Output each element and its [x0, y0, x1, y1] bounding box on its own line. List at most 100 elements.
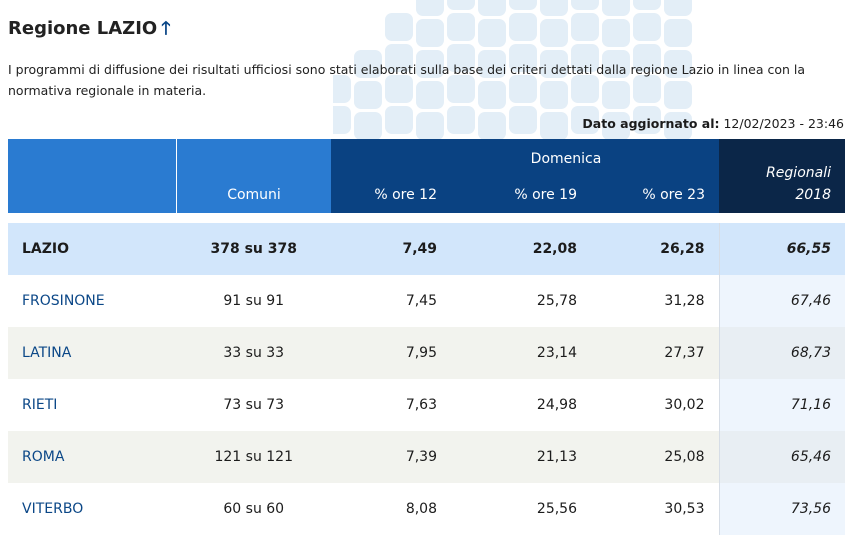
- ore23-value: 27,37: [591, 327, 719, 379]
- turnout-table: Comuni % ore 12 Domenica% ore 19 % ore 2…: [8, 139, 845, 535]
- pattern-square: [571, 0, 599, 10]
- pattern-square: [385, 44, 413, 72]
- ore19-value: 22,08: [451, 223, 591, 275]
- pattern-square: [354, 112, 382, 140]
- pattern-square: [664, 50, 692, 78]
- comuni-count: 73 su 73: [223, 397, 285, 413]
- pattern-square: [416, 81, 444, 109]
- comuni-count: 91 su 91: [223, 293, 285, 309]
- pattern-square: [540, 0, 568, 16]
- pattern-square: [385, 106, 413, 134]
- pattern-square: [602, 0, 630, 16]
- update-info: Dato aggiornato al: 12/02/2023 - 23:46: [582, 116, 844, 131]
- regionali-value: 66,55: [718, 223, 845, 275]
- header-domenica: Domenica: [530, 151, 602, 167]
- ore23-value: 31,28: [664, 293, 705, 309]
- header-regionali: Regionali 2018: [719, 139, 845, 213]
- ore12-value: 7,95: [331, 327, 451, 379]
- pattern-square: [571, 106, 599, 134]
- arrow-up-icon[interactable]: 🡑: [161, 18, 171, 39]
- pattern-square: [602, 50, 630, 78]
- comuni-count: 33 su 33: [176, 327, 331, 379]
- background-pattern: [333, 0, 853, 140]
- pattern-square: [571, 13, 599, 41]
- pattern-square: [633, 106, 661, 134]
- province-link[interactable]: LATINA: [8, 327, 177, 379]
- regionali-value: 71,16: [718, 379, 845, 431]
- pattern-square: [416, 50, 444, 78]
- pattern-square: [478, 19, 506, 47]
- pattern-square: [385, 13, 413, 41]
- pattern-square: [509, 0, 537, 10]
- table-row: VITERBO 60 su 60 8,08 25,56 30,53 73,56: [8, 483, 845, 535]
- pattern-square: [447, 0, 475, 10]
- province-link[interactable]: RIETI: [22, 397, 58, 413]
- pattern-square: [540, 112, 568, 140]
- pattern-square: [478, 112, 506, 140]
- comuni-count: 60 su 60: [223, 501, 285, 517]
- ore23-value: 30,02: [664, 397, 705, 413]
- pattern-square: [571, 44, 599, 72]
- province-link[interactable]: VITERBO: [22, 501, 84, 517]
- pattern-square: [509, 13, 537, 41]
- ore12-value: 7,45: [405, 293, 437, 309]
- pattern-square: [416, 112, 444, 140]
- comuni-count: 378 su 378: [176, 223, 331, 275]
- pattern-square: [571, 75, 599, 103]
- province-link[interactable]: FROSINONE: [22, 293, 105, 309]
- ore12-value: 7,49: [331, 223, 451, 275]
- pattern-square: [333, 75, 351, 103]
- pattern-square: [633, 75, 661, 103]
- ore12-value: 8,08: [405, 501, 437, 517]
- pattern-square: [664, 19, 692, 47]
- pattern-square: [664, 0, 692, 16]
- regionali-value: 68,73: [718, 327, 845, 379]
- pattern-square: [478, 50, 506, 78]
- regionali-value: 67,46: [718, 275, 845, 327]
- header-ore19: Domenica% ore 19: [451, 139, 601, 213]
- ore19-value: 25,78: [536, 293, 577, 309]
- pattern-square: [333, 106, 351, 134]
- pattern-square: [540, 81, 568, 109]
- pattern-square: [540, 50, 568, 78]
- pattern-square: [447, 13, 475, 41]
- table-row: RIETI 73 su 73 7,63 24,98 30,02 71,16: [8, 379, 845, 431]
- pattern-square: [633, 44, 661, 72]
- pattern-square: [602, 81, 630, 109]
- ore23-value: 30,53: [664, 501, 705, 517]
- description: I programmi di diffusione dei risultati …: [8, 62, 806, 98]
- ore23-value: 25,08: [591, 431, 719, 483]
- table-row-total: LAZIO 378 su 378 7,49 22,08 26,28 66,55: [8, 223, 845, 275]
- pattern-square: [633, 0, 661, 10]
- title-text: Regione LAZIO: [8, 18, 158, 39]
- pattern-square: [447, 75, 475, 103]
- ore12-value: 7,39: [331, 431, 451, 483]
- pattern-square: [416, 0, 444, 16]
- pattern-square: [602, 19, 630, 47]
- header-comuni: Comuni: [176, 139, 331, 213]
- pattern-square: [354, 50, 382, 78]
- pattern-square: [478, 81, 506, 109]
- regionali-value: 65,46: [718, 431, 845, 483]
- region-name: LAZIO: [8, 223, 177, 275]
- pattern-square: [664, 81, 692, 109]
- pattern-square: [385, 75, 413, 103]
- province-link[interactable]: ROMA: [8, 431, 177, 483]
- ore19-value: 21,13: [451, 431, 591, 483]
- update-value: 12/02/2023 - 23:46: [723, 116, 844, 131]
- pattern-square: [509, 75, 537, 103]
- ore19-value: 23,14: [451, 327, 591, 379]
- ore19-value: 25,56: [536, 501, 577, 517]
- pattern-square: [447, 106, 475, 134]
- ore23-value: 26,28: [591, 223, 719, 275]
- pattern-square: [664, 112, 692, 140]
- table-row: LATINA 33 su 33 7,95 23,14 27,37 68,73: [8, 327, 845, 379]
- table-row: FROSINONE 91 su 91 7,45 25,78 31,28 67,4…: [8, 275, 845, 327]
- pattern-square: [416, 19, 444, 47]
- pattern-square: [447, 44, 475, 72]
- pattern-square: [540, 19, 568, 47]
- pattern-square: [478, 0, 506, 16]
- pattern-square: [633, 13, 661, 41]
- regionali-value: 73,56: [718, 483, 845, 535]
- pattern-square: [509, 106, 537, 134]
